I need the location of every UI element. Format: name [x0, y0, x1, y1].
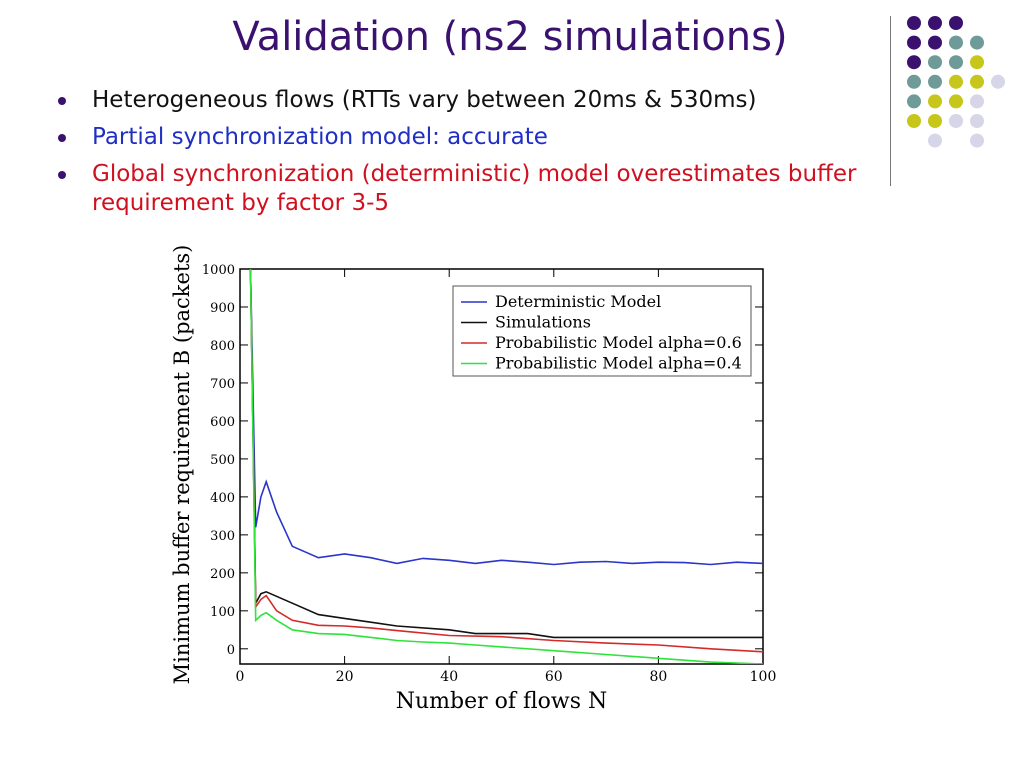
y-axis-label: Minimum buffer requirement B (packets) [170, 245, 194, 685]
plot-area [239, 268, 764, 665]
decorative-divider [890, 16, 891, 186]
decorative-dot [928, 133, 942, 148]
decorative-dot [949, 114, 963, 128]
legend-label: Probabilistic Model alpha=0.6 [495, 333, 742, 352]
y-tick-label: 400 [210, 491, 235, 506]
decorative-dot [949, 94, 963, 109]
legend-label: Probabilistic Model alpha=0.4 [495, 354, 742, 373]
decorative-dot [907, 16, 921, 30]
x-tick-label: 40 [440, 669, 458, 685]
decorative-dot [907, 74, 921, 89]
decorative-dot [970, 55, 984, 70]
bullet-dot-icon [58, 134, 66, 142]
decorative-dot [970, 74, 984, 89]
y-tick-label: 500 [210, 453, 235, 468]
y-tick-label: 600 [210, 415, 235, 430]
x-tick-label: 60 [545, 669, 563, 685]
legend-label: Simulations [495, 313, 591, 332]
series-line-2 [249, 269, 763, 653]
y-tick-label: 0 [227, 643, 235, 658]
series-line-0 [249, 269, 763, 566]
bullet-item: Heterogeneous flows (RTTs vary between 2… [58, 86, 878, 115]
y-tick-label: 700 [210, 377, 235, 392]
y-tick-label: 900 [210, 301, 235, 316]
decorative-dot [907, 55, 921, 70]
legend: Deterministic ModelSimulationsProbabilis… [452, 285, 752, 377]
decorative-dot [907, 35, 921, 50]
series-line-3 [249, 269, 763, 664]
x-tick-label: 20 [336, 669, 354, 685]
decorative-dot [907, 94, 921, 109]
decorative-dot [970, 35, 984, 50]
decorative-dot [928, 55, 942, 70]
series-lines [249, 269, 763, 664]
x-tick-label: 80 [649, 669, 667, 685]
y-tick-label: 200 [210, 567, 235, 582]
decorative-dot [928, 94, 942, 109]
decorative-dot-grid [907, 16, 1005, 148]
decorative-dot [991, 74, 1005, 89]
y-tick-label: 1000 [202, 263, 235, 278]
x-tick-label: 0 [236, 669, 245, 685]
decorative-dot [907, 114, 921, 128]
y-tick-label: 800 [210, 339, 235, 354]
bullet-item: Global synchronization (deterministic) m… [58, 160, 878, 218]
decorative-dot [970, 133, 984, 148]
bullet-text: Heterogeneous flows (RTTs vary between 2… [92, 87, 757, 113]
bullet-item: Partial synchronization model: accurate [58, 123, 878, 152]
slide-title: Validation (ns2 simulations) [232, 14, 788, 60]
decorative-dot [970, 114, 984, 128]
y-tick-label: 300 [210, 529, 235, 544]
x-axis-label: Number of flows N [396, 689, 608, 714]
decorative-dot [949, 16, 963, 30]
decorative-dot [949, 55, 963, 70]
decorative-dot [949, 74, 963, 89]
legend-label: Deterministic Model [495, 292, 661, 311]
decorative-dot [928, 74, 942, 89]
y-tick-label: 100 [210, 605, 235, 620]
series-line-1 [249, 269, 763, 639]
line-chart: 0 20 40 60 80 1000100200300400500600700800900… [170, 245, 776, 714]
legend-box [452, 285, 752, 377]
bullet-dot-icon [58, 171, 66, 179]
decorative-dot [949, 35, 963, 50]
bullet-dot-icon [58, 97, 66, 105]
decorative-dot [970, 94, 984, 109]
decorative-dot [928, 35, 942, 50]
bullet-text: Global synchronization (deterministic) m… [92, 161, 857, 216]
axis-ticks: 0 20 40 60 80 1000100200300400500600700800900… [202, 263, 776, 685]
decorative-dot [928, 16, 942, 30]
x-tick-label: 100 [750, 669, 777, 685]
bullet-text: Partial synchronization model: accurate [92, 124, 548, 150]
decorative-dot [928, 114, 942, 128]
bullet-list: Heterogeneous flows (RTTs vary between 2… [58, 86, 878, 226]
